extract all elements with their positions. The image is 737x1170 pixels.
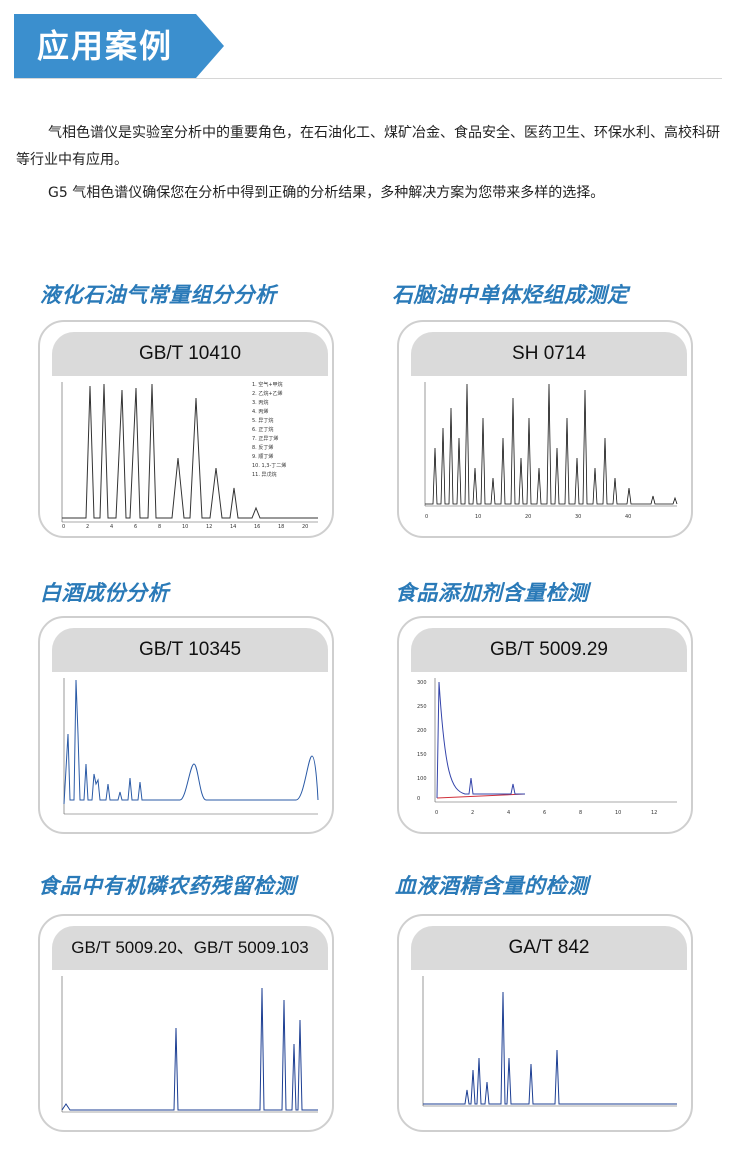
svg-text:10: 10	[475, 514, 481, 520]
standard-label: GB/T 10345	[52, 628, 328, 672]
intro-paragraph-2: G5 气相色谱仪确保您在分析中得到正确的分析结果，多种解决方案为您带来多样的选择…	[48, 185, 605, 201]
legend-entry: 11. 异戊烷	[252, 471, 277, 478]
legend-entry: 4. 丙烯	[252, 408, 268, 415]
legend-entry: 9. 顺丁烯	[252, 453, 273, 460]
svg-text:2: 2	[86, 524, 89, 528]
legend: 1. 空气+甲烷 2. 乙烷+乙烯 3. 丙烷 4. 丙烯 5. 异丁烷 6. 正丁烷 7.…	[252, 381, 286, 478]
legend-entry: 7. 正异丁烯	[252, 435, 278, 442]
axis	[434, 678, 677, 803]
section-banner: 应用案例	[14, 14, 224, 78]
svg-text:250: 250	[417, 704, 427, 710]
axis	[63, 678, 318, 815]
svg-text:40: 40	[625, 514, 631, 520]
svg-text:0: 0	[435, 810, 438, 816]
case-title: 石脑油中单体烃组成测定	[392, 283, 629, 307]
svg-text:8: 8	[158, 524, 161, 528]
chromatogram	[63, 678, 319, 815]
case-title: 食品添加剂含量检测	[395, 581, 589, 605]
case-title: 血液酒精含量的检测	[395, 874, 589, 898]
svg-text:200: 200	[417, 728, 427, 734]
chromatogram	[61, 976, 318, 1113]
intro-paragraph-1: 气相色谱仪是实验室分析中的重要角色，在石油化工、煤矿冶金、食品安全、医药卫生、环…	[16, 125, 720, 168]
axis	[61, 382, 318, 523]
standard-label: GB/T 10410	[52, 332, 328, 376]
legend-entry: 1. 空气+甲烷	[252, 381, 283, 388]
trace	[63, 679, 319, 805]
intro-text: 气相色谱仪是实验室分析中的重要角色，在石油化工、煤矿冶金、食品安全、医药卫生、环…	[16, 120, 724, 207]
svg-text:100: 100	[417, 776, 427, 782]
axis	[422, 976, 677, 1107]
baseline	[436, 793, 526, 799]
case-card: GB/T 5009.29 300 250 200 150 100 0 0 2 4 6 8 10 12	[397, 616, 693, 834]
svg-text:4: 4	[507, 810, 510, 816]
x-ticks: 0 2 4 6 8 10 12 14 16 18 20	[62, 524, 308, 528]
case-card: GA/T 842	[397, 914, 693, 1132]
svg-text:0: 0	[62, 524, 65, 528]
standard-label: GB/T 5009.29	[411, 628, 687, 672]
axis	[61, 976, 318, 1113]
banner-shape	[14, 14, 224, 78]
standard-label: SH 0714	[411, 332, 687, 376]
y-ticks: 300 250 200 150 100 0	[417, 680, 427, 802]
svg-text:14: 14	[230, 524, 236, 528]
svg-text:4: 4	[110, 524, 113, 528]
divider	[14, 78, 722, 79]
chromatogram	[422, 976, 677, 1107]
svg-text:20: 20	[302, 524, 308, 528]
standard-label: GA/T 842	[411, 926, 687, 970]
svg-text:18: 18	[278, 524, 284, 528]
chromatogram: 1. 空气+甲烷 2. 乙烷+乙烯 3. 丙烷 4. 丙烯 5. 异丁烷 6. 正丁烷 7.…	[61, 381, 318, 528]
case-card: SH 0714 0 10 20 30 40	[397, 320, 693, 538]
page-title: 应用案例	[36, 27, 173, 65]
svg-text:12: 12	[206, 524, 212, 528]
svg-text:300: 300	[417, 680, 427, 686]
legend-entry: 5. 异丁烷	[252, 417, 273, 424]
svg-text:150: 150	[417, 752, 427, 758]
x-ticks: 0 10 20 30 40	[425, 514, 631, 520]
axis	[424, 382, 677, 507]
trace	[436, 681, 525, 799]
svg-text:30: 30	[575, 514, 581, 520]
svg-text:2: 2	[471, 810, 474, 816]
legend-entry: 6. 正丁烷	[252, 426, 273, 433]
svg-text:10: 10	[182, 524, 188, 528]
svg-text:8: 8	[579, 810, 582, 816]
x-ticks: 0 2 4 6 8 10 12	[435, 810, 657, 816]
legend-entry: 10. 1,3-丁二烯	[252, 462, 286, 469]
trace	[425, 383, 678, 505]
legend-entry: 2. 乙烷+乙烯	[252, 390, 283, 397]
case-title: 白酒成份分析	[40, 581, 169, 605]
legend-entry: 3. 丙烷	[252, 399, 268, 406]
svg-text:0: 0	[425, 514, 428, 520]
svg-text:16: 16	[254, 524, 260, 528]
svg-text:20: 20	[525, 514, 531, 520]
chromatogram: 0 10 20 30 40	[424, 382, 678, 520]
case-card: GB/T 10410 1. 空气+甲烷 2. 乙烷+乙烯 3. 丙烷 4. 丙烯 5. …	[38, 320, 334, 538]
chromatogram: 300 250 200 150 100 0 0 2 4 6 8 10 12	[417, 678, 677, 816]
svg-text:0: 0	[417, 796, 420, 802]
case-card: GB/T 5009.20、GB/T 5009.103	[38, 914, 334, 1132]
case-card: GB/T 10345	[38, 616, 334, 834]
trace	[423, 991, 677, 1105]
svg-text:6: 6	[134, 524, 137, 528]
svg-text:10: 10	[615, 810, 621, 816]
case-title: 食品中有机磷农药残留检测	[38, 874, 296, 898]
standard-label: GB/T 5009.20、GB/T 5009.103	[52, 926, 328, 970]
svg-text:12: 12	[651, 810, 657, 816]
legend-entry: 8. 反丁烯	[252, 444, 273, 451]
trace	[62, 383, 318, 519]
svg-text:6: 6	[543, 810, 546, 816]
case-title: 液化石油气常量组分分析	[40, 283, 277, 307]
trace	[61, 987, 318, 1111]
